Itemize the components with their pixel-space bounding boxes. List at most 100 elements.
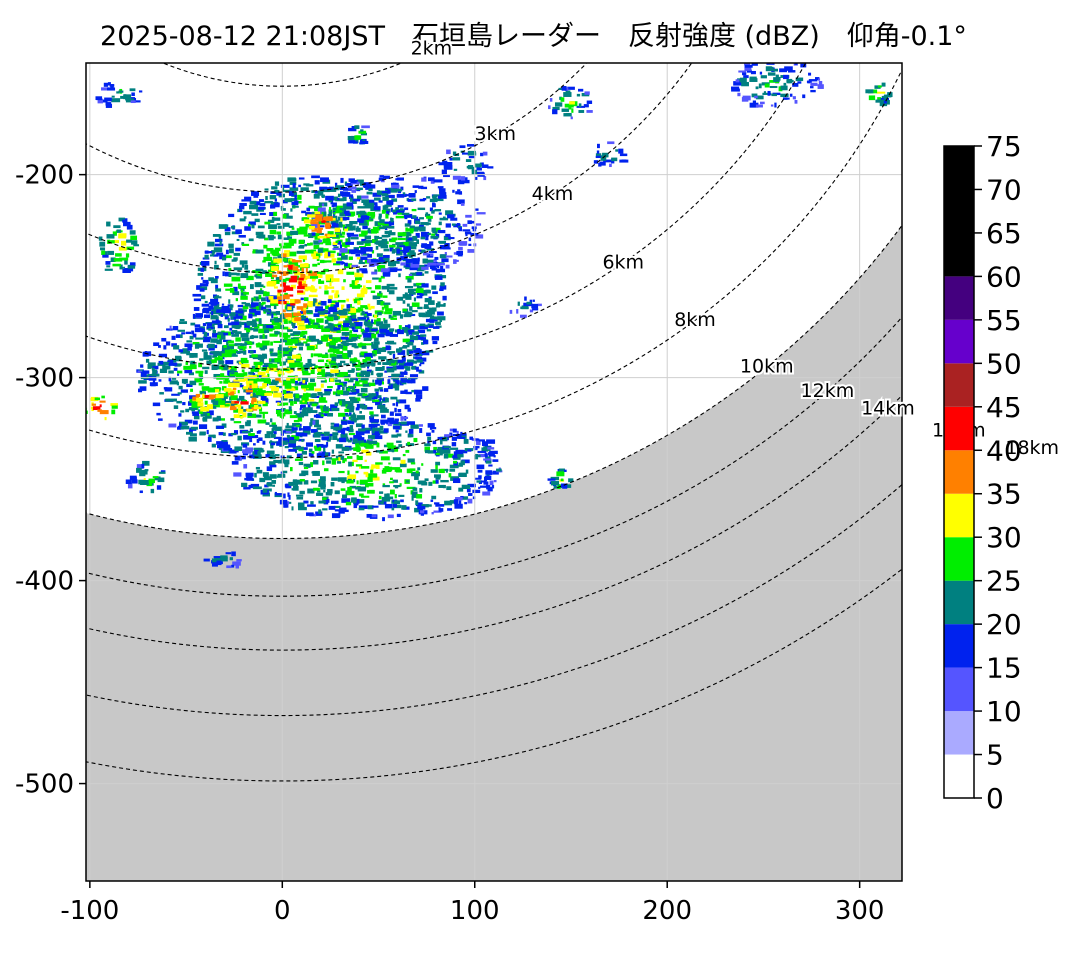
echo-pixel: [318, 479, 321, 482]
echo-pixel: [419, 361, 425, 365]
echo-pixel: [229, 372, 238, 377]
echo-pixel: [199, 358, 204, 361]
echo-pixel: [335, 290, 339, 294]
echo-pixel: [273, 392, 282, 398]
echo-pixel: [252, 270, 261, 273]
echo-pixel: [238, 321, 242, 326]
echo-pixel: [298, 461, 304, 466]
echo-pixel: [419, 323, 426, 326]
echo-pixel: [338, 457, 341, 463]
echo-pixel: [406, 228, 414, 232]
echo-pixel: [273, 286, 278, 289]
echo-pixel: [273, 258, 282, 263]
echo-pixel: [262, 333, 265, 339]
echo-pixel: [389, 244, 396, 248]
echo-pixel: [306, 207, 311, 212]
echo-pixel: [437, 446, 445, 450]
echo-pixel: [350, 181, 357, 184]
echo-pixel: [321, 203, 325, 206]
echo-pixel: [559, 96, 562, 100]
echo-pixel: [313, 460, 319, 465]
echo-pixel: [291, 264, 295, 267]
echo-pixel: [326, 364, 330, 369]
x-tick-label: -100: [60, 896, 119, 926]
echo-pixel: [243, 372, 248, 376]
echo-pixel: [330, 196, 338, 201]
grid-lines: [86, 63, 902, 881]
echo-pixel: [458, 436, 466, 439]
echo-pixel: [438, 221, 442, 226]
echo-pixel: [401, 381, 407, 385]
echo-pixel: [394, 418, 399, 421]
echo-pixel: [400, 421, 408, 425]
echo-pixel: [358, 218, 365, 224]
echo-pixel: [440, 479, 449, 483]
echo-pixel: [212, 401, 215, 406]
echo-pixel: [309, 422, 313, 427]
echo-pixel: [305, 268, 308, 273]
echo-pixel: [402, 326, 411, 330]
echo-pixel: [227, 317, 230, 322]
echo-pixel: [337, 390, 344, 395]
echo-pixel: [435, 452, 440, 456]
echo-pixel: [421, 504, 429, 508]
echo-pixel: [445, 233, 451, 237]
echo-pixel: [235, 313, 243, 319]
echo-pixel: [421, 232, 429, 237]
echo-pixel: [269, 464, 277, 468]
echo-pixel: [262, 413, 265, 419]
range-ring-label: 14km: [861, 398, 915, 420]
x-tick-label: 0: [274, 896, 291, 926]
echo-pixel: [371, 230, 379, 234]
echo-pixel: [284, 445, 289, 449]
echo-pixel: [323, 489, 326, 493]
echo-pixel: [487, 166, 494, 169]
echo-pixel: [368, 199, 375, 205]
echo-pixel: [443, 174, 450, 178]
echo-pixel: [211, 398, 219, 403]
echo-pixel: [163, 387, 168, 390]
echo-pixel: [784, 97, 790, 100]
echo-pixel: [476, 167, 482, 171]
echo-pixel: [349, 485, 357, 489]
echo-pixel: [313, 430, 319, 435]
echo-pixel: [233, 267, 243, 271]
echo-pixel: [234, 446, 243, 452]
echo-pixel: [400, 416, 404, 421]
echo-pixel: [262, 308, 269, 312]
echo-pixel: [410, 468, 416, 471]
echo-pixel: [531, 303, 539, 309]
echo-pixel: [329, 353, 335, 358]
echo-pixel: [215, 288, 222, 292]
echo-pixel: [392, 457, 401, 461]
echo-pixel: [185, 331, 192, 335]
echo-pixel: [281, 370, 284, 376]
echo-pixel: [244, 326, 252, 330]
echo-pixel: [340, 177, 344, 183]
echo-pixel: [276, 295, 284, 300]
echo-pixel: [337, 239, 343, 243]
echo-pixel: [255, 231, 264, 236]
echo-pixel: [254, 404, 259, 409]
echo-pixel: [343, 363, 350, 366]
echo-pixel: [263, 256, 273, 262]
echo-pixel: [296, 496, 304, 500]
echo-pixel: [357, 334, 362, 337]
echo-pixel: [405, 259, 413, 264]
echo-pixel: [474, 477, 482, 480]
echo-pixel: [211, 310, 219, 315]
echo-pixel: [158, 379, 162, 382]
echo-pixel: [406, 303, 410, 307]
echo-pixel: [159, 392, 164, 395]
echo-pixel: [339, 509, 349, 513]
echo-pixel: [179, 423, 182, 427]
echo-pixel: [274, 317, 283, 323]
echo-pixel: [371, 515, 377, 518]
echo-pixel: [270, 433, 276, 438]
echo-pixel: [231, 325, 236, 329]
echo-pixel: [201, 349, 208, 352]
echo-pixel: [119, 264, 123, 270]
echo-pixel: [340, 326, 349, 332]
echo-pixel: [306, 242, 311, 246]
echo-pixel: [351, 368, 355, 373]
